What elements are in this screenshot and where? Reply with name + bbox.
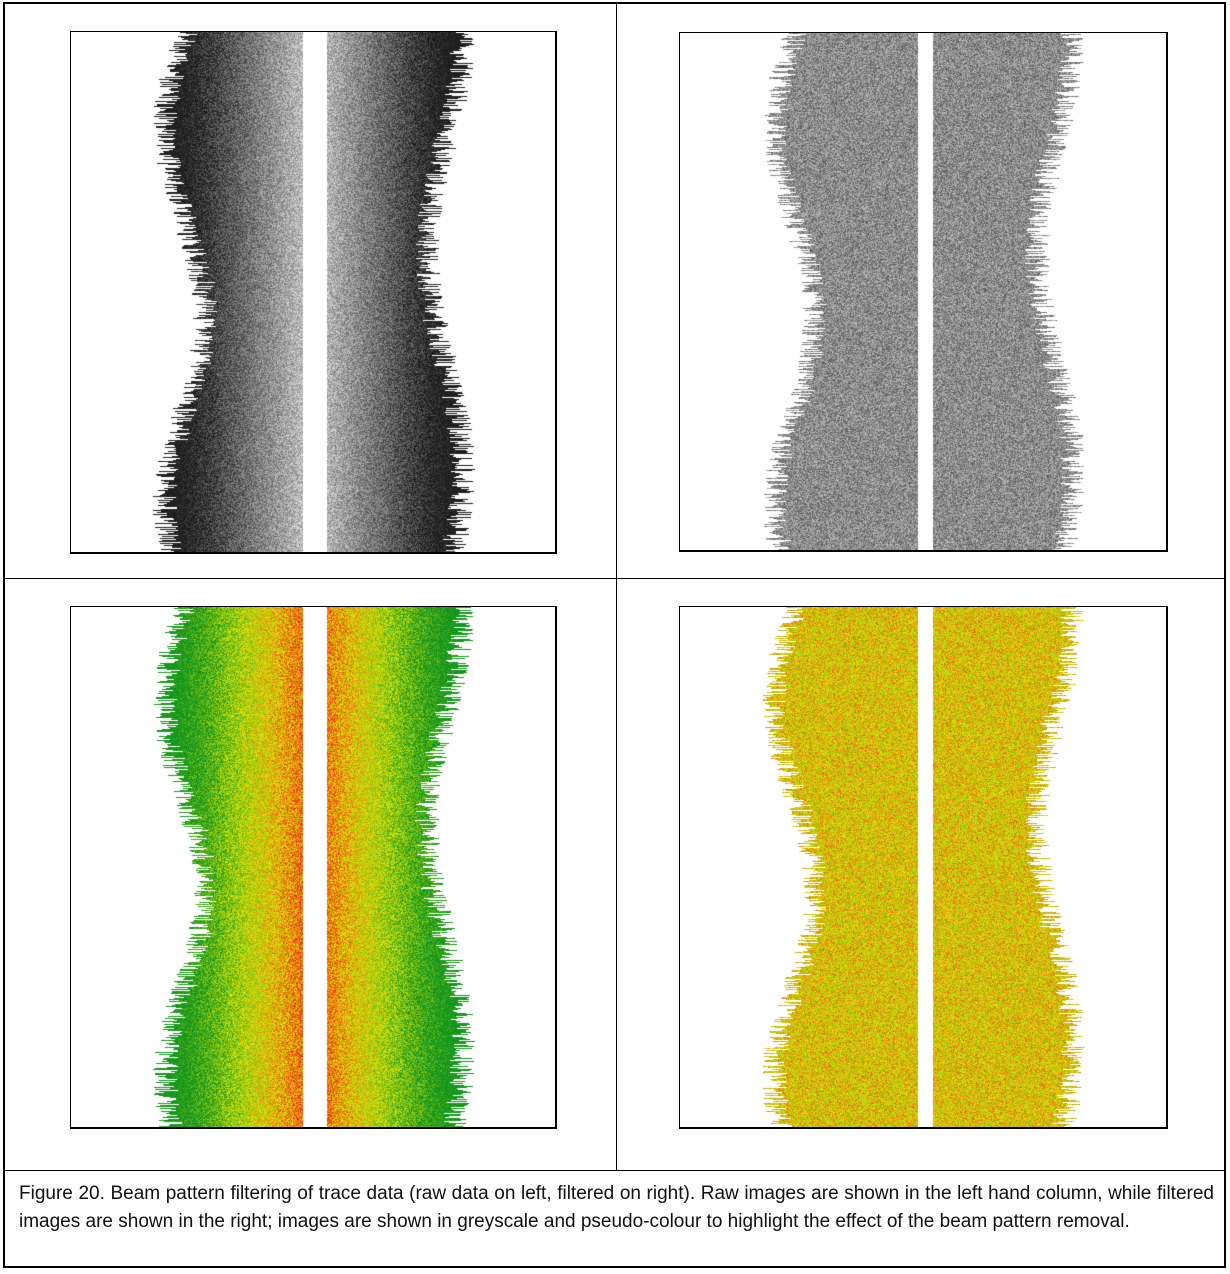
panel-raw-pseudocolour	[70, 606, 557, 1129]
caption-divider	[5, 1170, 1224, 1171]
sidescan-image-raw-greyscale	[71, 32, 555, 552]
sidescan-image-filtered-greyscale	[680, 33, 1166, 550]
sidescan-image-filtered-pseudocolour	[680, 607, 1166, 1127]
sidescan-image-raw-pseudocolour	[71, 607, 555, 1127]
row-divider	[5, 578, 1224, 579]
panel-filtered-greyscale	[679, 32, 1168, 552]
figure-table: Figure 20. Beam pattern filtering of tra…	[3, 2, 1226, 1268]
figure-caption: Figure 20. Beam pattern filtering of tra…	[19, 1183, 1214, 1232]
panel-filtered-pseudocolour	[679, 606, 1168, 1129]
panel-raw-greyscale	[70, 31, 557, 554]
column-divider	[616, 4, 617, 1171]
